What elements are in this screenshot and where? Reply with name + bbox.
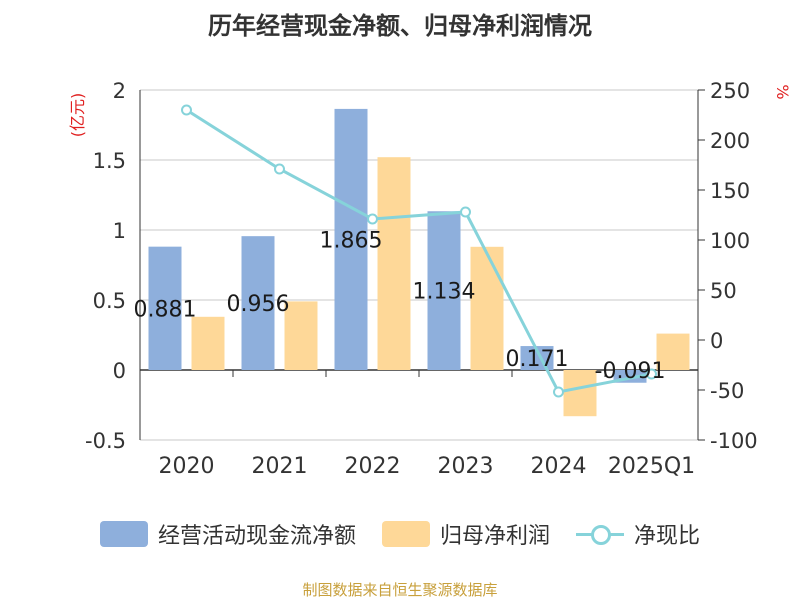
y-right-tick-label: 150: [710, 179, 750, 203]
y-right-tick-label: 0: [710, 329, 723, 353]
legend-swatch-cash-ratio: [576, 521, 624, 547]
x-tick-label: 2020: [159, 454, 215, 479]
y-left-tick-label: 0: [113, 359, 126, 383]
x-tick-label: 2022: [345, 454, 401, 479]
y-right-tick-label: 250: [710, 79, 750, 103]
y-left-tick-label: 2: [113, 79, 126, 103]
legend-item-operating-cash-flow[interactable]: 经营活动现金流净额: [99, 518, 356, 550]
bar-net-profit: [191, 316, 225, 370]
y-left-tick-label: -0.5: [85, 429, 126, 453]
y-left-unit: (亿元): [68, 93, 87, 138]
legend-label-net-profit: 归母净利润: [439, 524, 550, 549]
legend-label-cash-ratio: 净现比: [634, 524, 701, 549]
data-label-operating-cash-flow: 1.865: [320, 228, 383, 253]
bar-net-profit: [656, 333, 690, 370]
point-cash-ratio: [274, 163, 285, 175]
y-right-tick-label: 100: [710, 229, 750, 253]
legend-item-cash-ratio[interactable]: 净现比: [576, 518, 700, 550]
point-cash-ratio: [460, 206, 471, 218]
bar-net-profit: [284, 301, 318, 370]
y-right-tick-label: -100: [710, 429, 758, 453]
legend-swatch-operating-cash-flow: [99, 521, 148, 547]
line-cash-ratio: [185, 108, 652, 394]
bar-net-profit: [470, 246, 504, 370]
y-right-tick-label: -50: [710, 379, 744, 403]
bar-operating-cash-flow: [427, 211, 461, 370]
data-label-operating-cash-flow: 0.171: [506, 347, 569, 372]
point-cash-ratio: [367, 213, 378, 225]
y-left-tick-label: 1.5: [93, 149, 126, 173]
bar-operating-cash-flow: [241, 236, 275, 370]
chart-legend: 经营活动现金流净额 归母净利润 净现比: [0, 518, 800, 550]
y-left-tick-label: 1: [113, 219, 126, 243]
data-label-operating-cash-flow: 1.134: [413, 280, 476, 305]
bar-net-profit: [563, 370, 597, 417]
x-tick-label: 2024: [531, 454, 587, 479]
x-tick-label: 2023: [438, 454, 494, 479]
legend-item-net-profit[interactable]: 归母净利润: [381, 518, 550, 550]
y-left-tick-label: 0.5: [93, 289, 126, 313]
data-label-operating-cash-flow: 0.881: [134, 297, 197, 322]
bar-net-profit: [377, 157, 411, 370]
data-label-operating-cash-flow: 0.956: [227, 292, 290, 317]
y-right-unit: %: [773, 84, 792, 99]
legend-label-operating-cash-flow: 经营活动现金流净额: [157, 524, 356, 549]
bar-operating-cash-flow: [148, 246, 182, 370]
chart-title: 历年经营现金净额、归母净利润情况: [208, 12, 592, 40]
data-source-note: 制图数据来自恒生聚源数据库: [302, 581, 498, 599]
point-cash-ratio: [181, 104, 192, 116]
data-label-operating-cash-flow: -0.091: [595, 359, 666, 384]
bar-operating-cash-flow: [334, 108, 368, 371]
x-tick-label: 2021: [252, 454, 308, 479]
y-right-tick-label: 200: [710, 129, 750, 153]
point-cash-ratio: [646, 368, 657, 380]
point-cash-ratio: [553, 386, 564, 398]
legend-swatch-net-profit: [381, 521, 430, 547]
x-tick-label: 2025Q1: [608, 454, 695, 479]
y-right-tick-label: 50: [710, 279, 737, 303]
